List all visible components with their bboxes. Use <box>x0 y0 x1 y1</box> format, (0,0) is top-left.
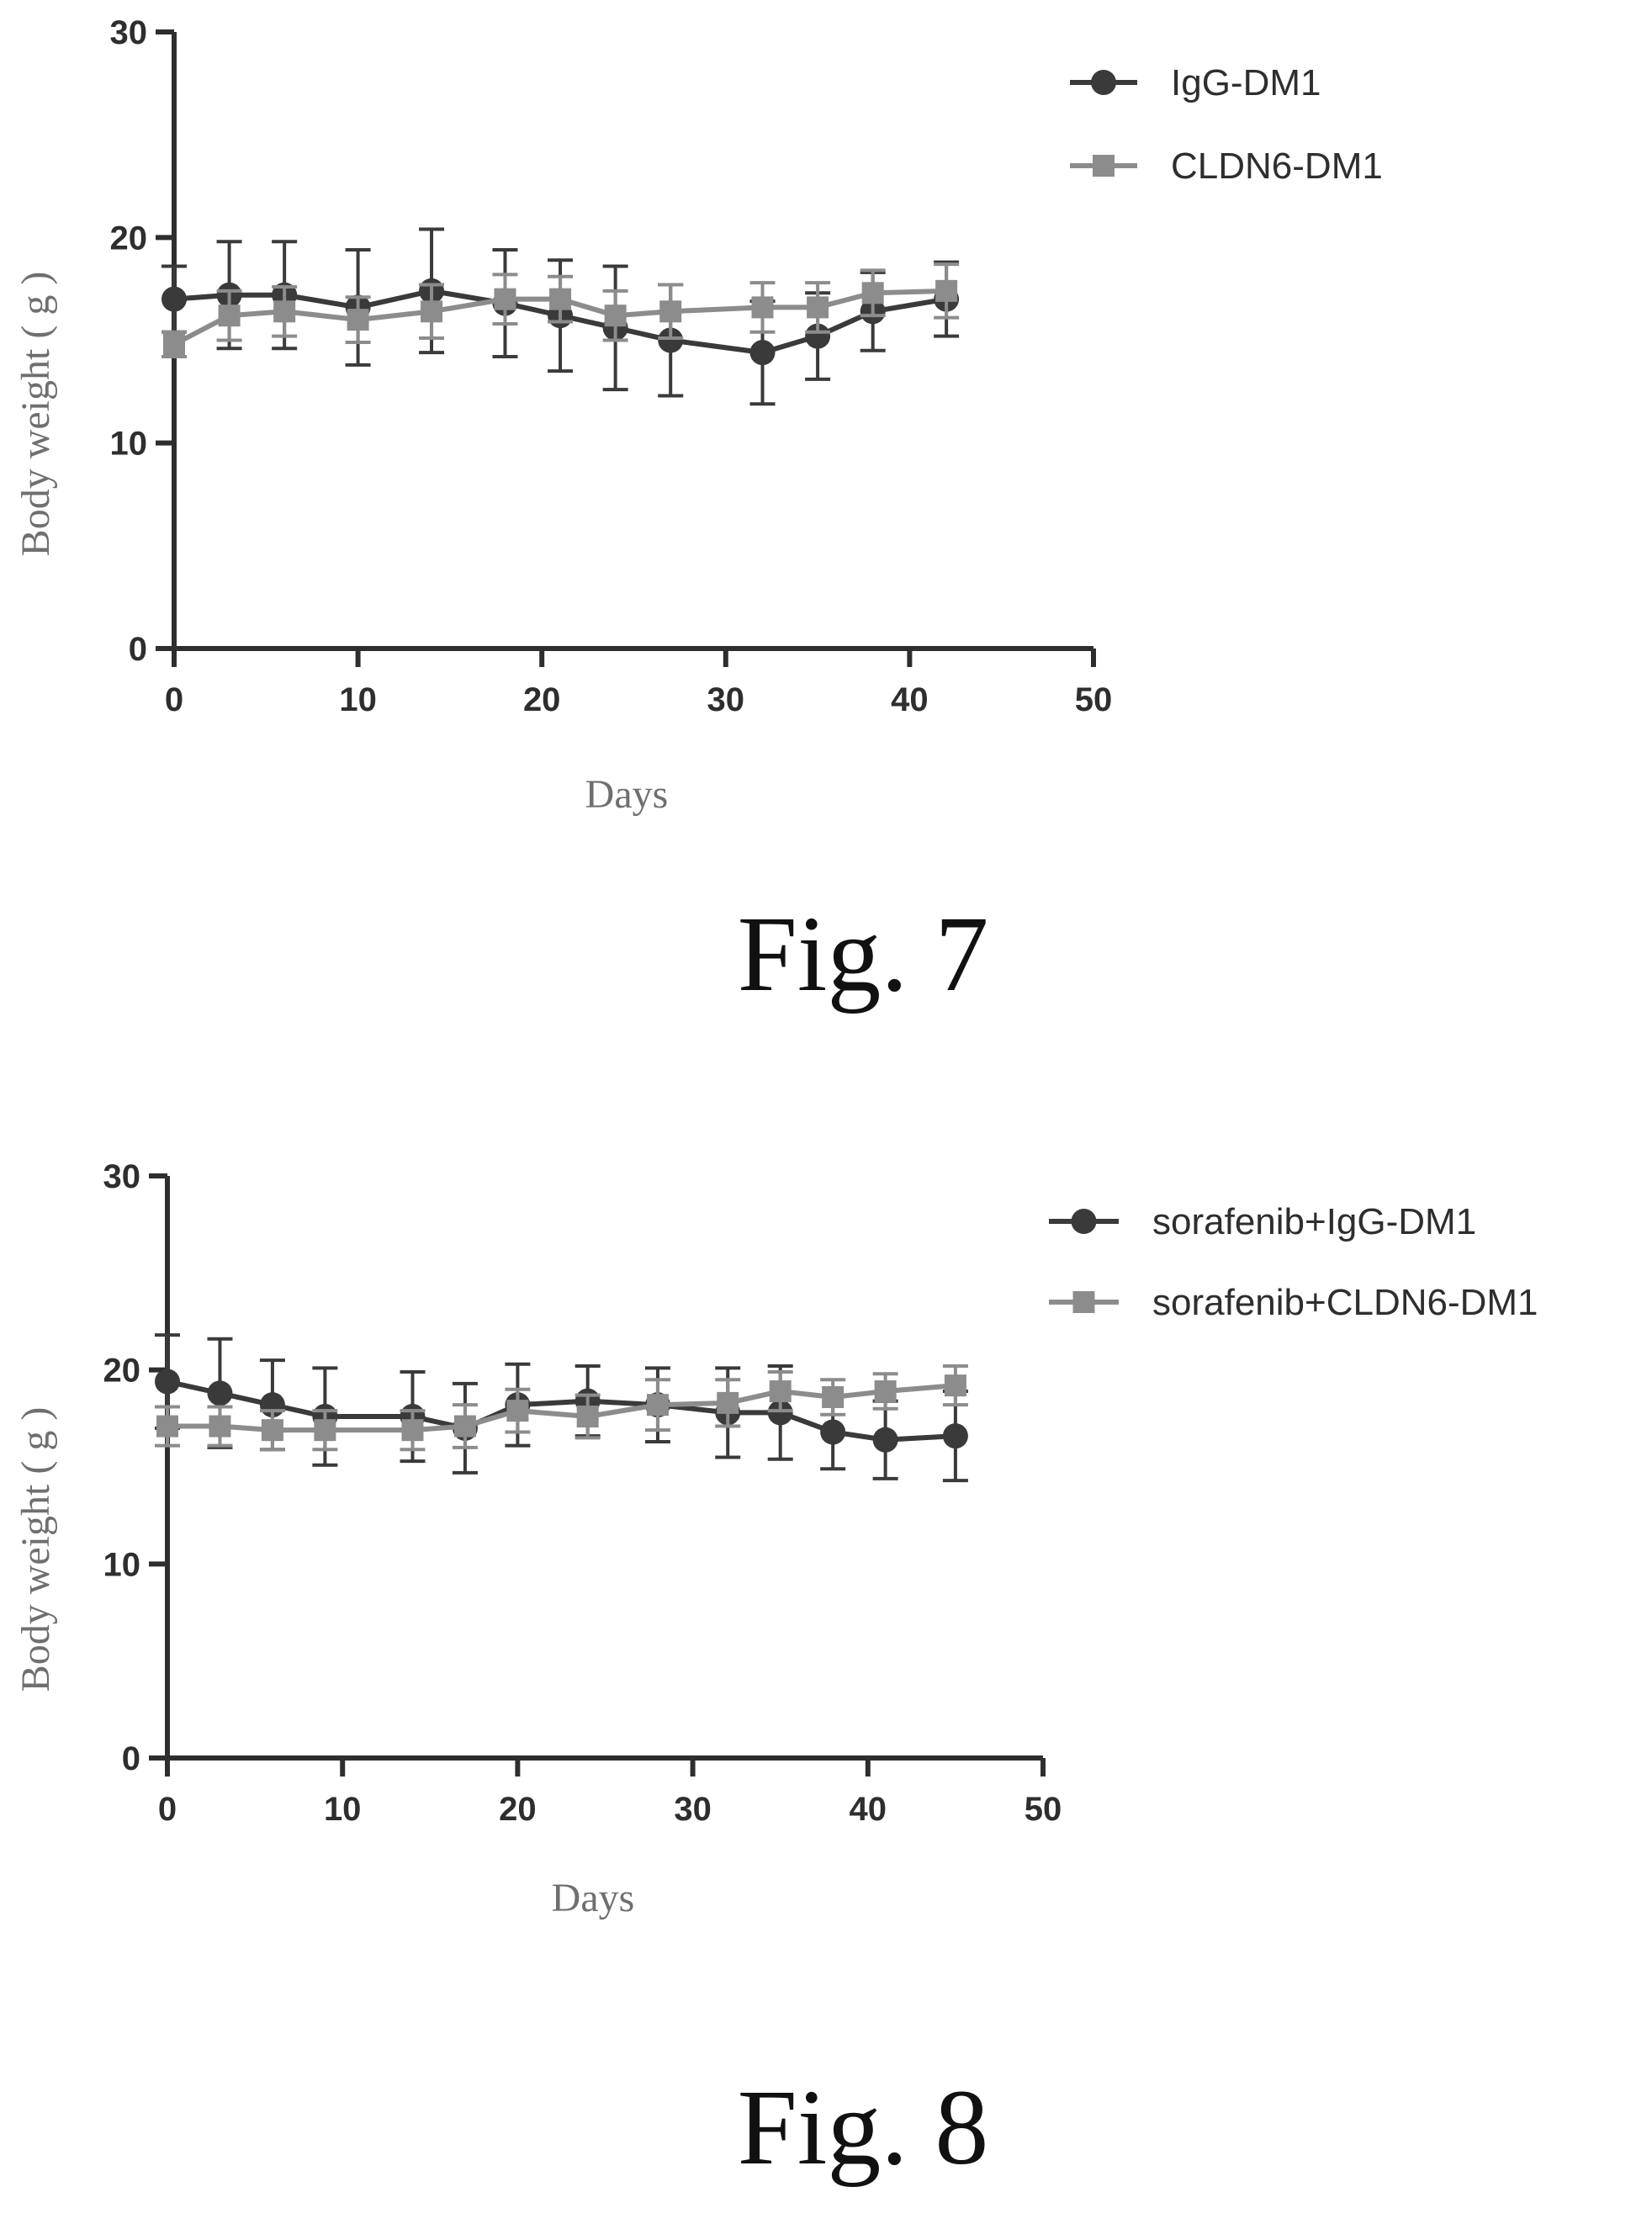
x-tick-label: 0 <box>158 1791 177 1828</box>
data-point <box>751 296 774 319</box>
data-point <box>646 1394 669 1416</box>
data-point <box>549 288 572 310</box>
legend-label: sorafenib+IgG-DM1 <box>1152 1201 1476 1242</box>
data-point <box>506 1400 529 1422</box>
series-1 <box>155 1333 968 1483</box>
data-point <box>421 300 443 323</box>
data-point <box>163 333 185 356</box>
data-point <box>717 1391 739 1414</box>
data-point <box>161 286 187 312</box>
data-point <box>218 304 241 327</box>
series-2 <box>161 262 960 359</box>
data-point <box>659 300 682 323</box>
data-point <box>807 296 829 319</box>
data-point <box>822 1385 845 1408</box>
data-point <box>347 309 369 331</box>
x-tick-label: 10 <box>339 681 377 718</box>
x-axis-title: Days <box>552 1876 635 1920</box>
series-2 <box>155 1364 968 1452</box>
data-point <box>820 1419 846 1445</box>
y-tick-label: 30 <box>103 1158 141 1195</box>
figure-caption: Fig. 8 <box>738 2068 989 2187</box>
data-point <box>156 1415 178 1438</box>
y-tick-label: 30 <box>110 14 148 51</box>
data-point <box>207 1380 233 1406</box>
data-point <box>872 1427 898 1453</box>
x-tick-label: 0 <box>165 681 183 718</box>
data-point <box>273 300 296 323</box>
y-tick-label: 0 <box>122 1740 140 1777</box>
data-point <box>314 1419 336 1442</box>
x-tick-label: 20 <box>523 681 561 718</box>
data-point <box>935 279 958 302</box>
y-tick-label: 10 <box>103 1546 141 1583</box>
data-point <box>749 340 776 366</box>
data-point <box>942 1423 968 1449</box>
fig7-chart: 0 10 20 30 0 10 20 30 40 50 Body weight ( g ) Days I… <box>13 14 1383 1014</box>
data-point <box>805 323 831 349</box>
data-point <box>944 1374 966 1397</box>
legend-label: CLDN6-DM1 <box>1171 146 1383 187</box>
data-point <box>576 1406 599 1428</box>
data-point <box>604 304 627 327</box>
legend-marker <box>1071 1209 1097 1234</box>
legend-marker <box>1091 70 1116 95</box>
data-point <box>494 288 516 310</box>
data-point <box>874 1380 897 1403</box>
y-axis-title: Body weight ( g ) <box>13 272 58 557</box>
y-tick-label: 20 <box>103 1353 141 1390</box>
figure-7: 0 10 20 30 0 10 20 30 40 50 Body weight ( g ) Days I… <box>13 14 1383 1014</box>
data-point <box>767 1400 793 1426</box>
legend-marker <box>1072 1291 1095 1313</box>
legend-label: IgG-DM1 <box>1171 62 1321 103</box>
y-tick-label: 20 <box>110 220 148 257</box>
y-axis-title: Body weight ( g ) <box>13 1407 58 1692</box>
x-tick-label: 20 <box>499 1791 537 1828</box>
x-axis-title: Days <box>585 772 669 817</box>
data-point <box>155 1369 180 1395</box>
x-tick-label: 40 <box>850 1791 887 1828</box>
x-tick-label: 30 <box>674 1791 712 1828</box>
x-tick-label: 50 <box>1075 681 1113 718</box>
x-tick-label: 40 <box>891 681 929 718</box>
data-point <box>453 1415 476 1438</box>
legend-label: sorafenib+CLDN6-DM1 <box>1152 1282 1538 1323</box>
data-point <box>861 282 884 304</box>
fig8-chart: 0 10 20 30 0 10 20 30 40 50 Body weight ( g ) Days s… <box>13 1158 1538 2187</box>
y-tick-label: 0 <box>129 631 147 668</box>
data-point <box>769 1380 792 1403</box>
data-point <box>401 1419 424 1442</box>
y-tick-label: 10 <box>110 426 148 463</box>
x-tick-label: 10 <box>324 1791 362 1828</box>
x-tick-label: 50 <box>1025 1791 1062 1828</box>
data-point <box>209 1415 231 1438</box>
figure-caption: Fig. 7 <box>738 894 989 1014</box>
legend-marker <box>1093 155 1115 177</box>
data-point <box>261 1419 283 1442</box>
x-tick-label: 30 <box>707 681 745 718</box>
figure-8: 0 10 20 30 0 10 20 30 40 50 Body weight ( g ) Days s… <box>0 1112 1652 2224</box>
data-point <box>658 327 684 353</box>
